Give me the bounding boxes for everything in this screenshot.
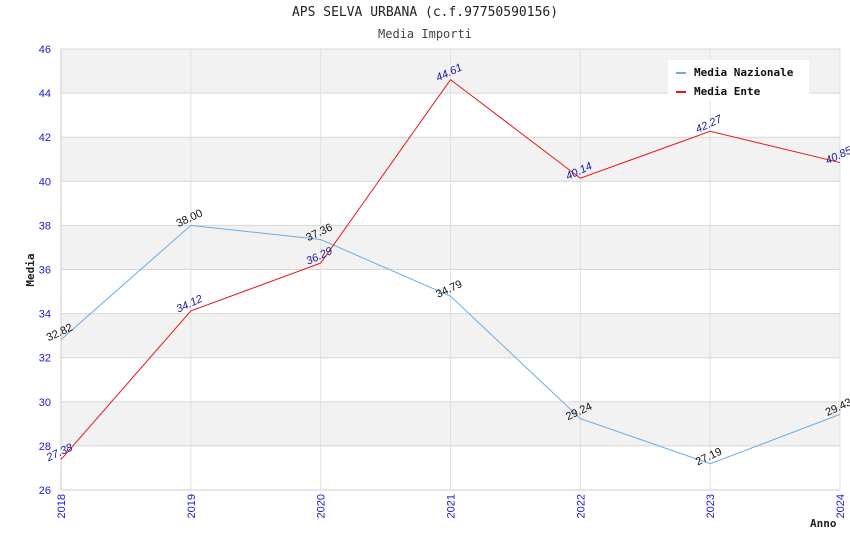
chart-subtitle: Media Importi bbox=[378, 27, 472, 41]
y-tick-label: 40 bbox=[39, 176, 51, 188]
data-label-media-nazionale: 27.19 bbox=[694, 446, 724, 469]
data-label-media-ente: 42.27 bbox=[694, 113, 725, 136]
y-tick-label: 28 bbox=[39, 441, 51, 453]
legend: Media Nazionale Media Ente bbox=[668, 60, 809, 100]
y-tick-label: 36 bbox=[39, 265, 51, 277]
x-tick-label: 2022 bbox=[575, 494, 587, 518]
y-tick-label: 38 bbox=[39, 220, 51, 232]
x-tick-label: 2019 bbox=[186, 494, 198, 518]
y-axis-ticks: 26 28 30 32 34 36 38 40 42 44 46 bbox=[39, 44, 51, 497]
series-line-media-nazionale bbox=[60, 224, 841, 465]
x-tick-label: 2023 bbox=[705, 494, 717, 518]
x-axis-title: Anno bbox=[810, 517, 837, 530]
y-tick-label: 44 bbox=[39, 88, 51, 100]
chart-title: APS SELVA URBANA (c.f.97750590156) bbox=[291, 5, 559, 20]
legend-label: Media Ente bbox=[694, 85, 761, 98]
legend-box bbox=[668, 60, 809, 100]
x-tick-label: 2024 bbox=[835, 494, 847, 518]
series-lines bbox=[60, 78, 841, 465]
y-tick-label: 42 bbox=[39, 132, 51, 144]
x-tick-label: 2018 bbox=[56, 494, 68, 518]
legend-label: Media Nazionale bbox=[694, 66, 794, 79]
y-tick-label: 30 bbox=[39, 397, 51, 409]
x-tick-label: 2021 bbox=[446, 494, 458, 518]
data-label-media-nazionale: 34.79 bbox=[434, 278, 464, 301]
y-tick-label: 26 bbox=[39, 485, 51, 497]
series-line-media-ente bbox=[60, 78, 841, 460]
y-tick-label: 32 bbox=[39, 353, 51, 365]
y-tick-label: 34 bbox=[39, 309, 51, 321]
y-axis-title: Media bbox=[24, 253, 37, 286]
y-tick-label: 46 bbox=[39, 44, 51, 56]
x-axis-ticks: 2018 2019 2020 2021 2022 2023 2024 bbox=[56, 494, 847, 518]
x-tick-label: 2020 bbox=[316, 494, 328, 518]
